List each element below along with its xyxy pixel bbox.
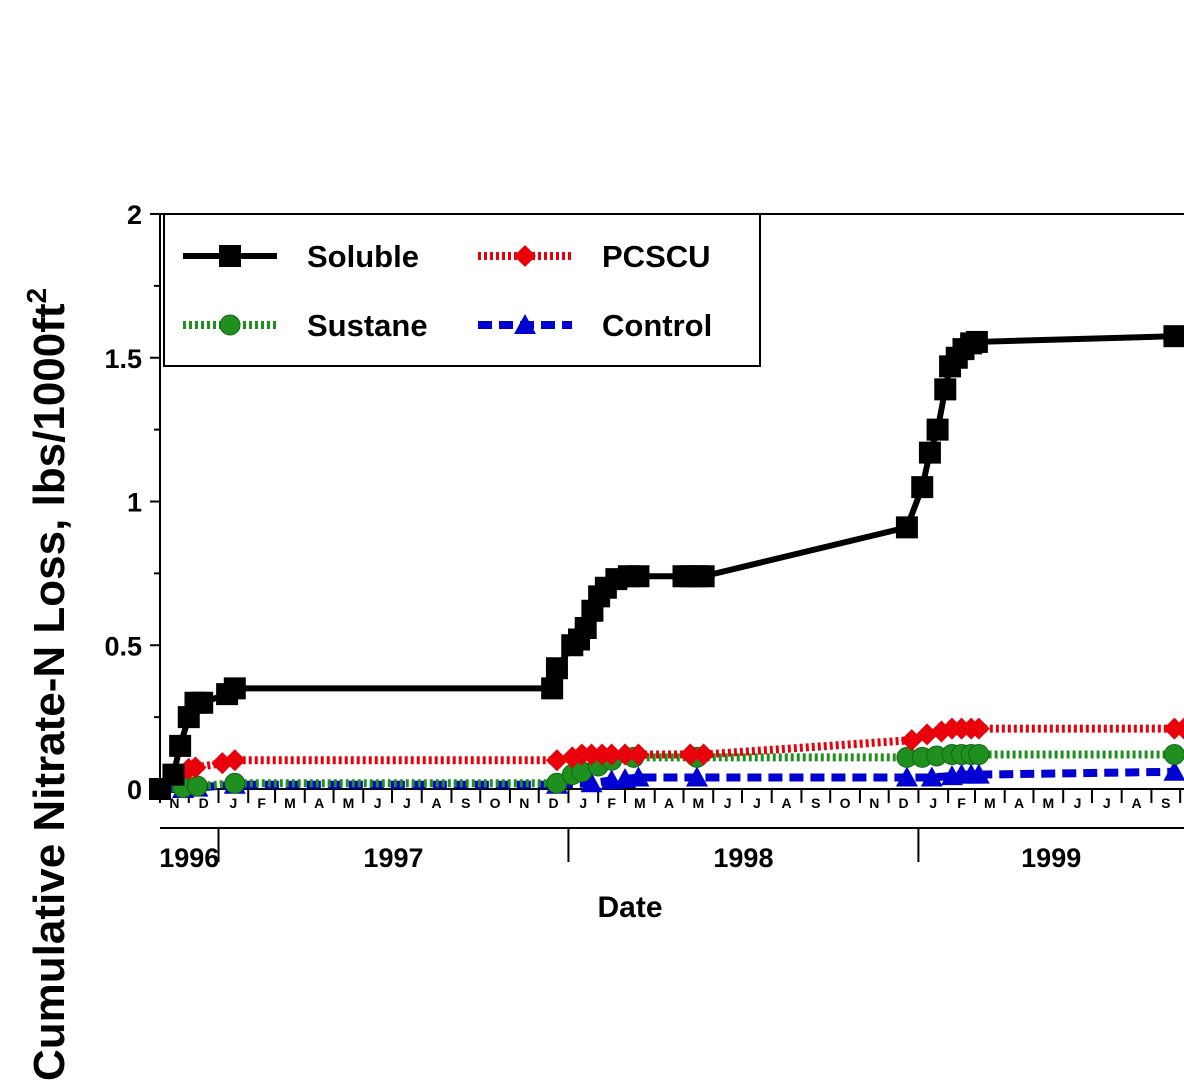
year-label: 1999 [1021, 843, 1081, 873]
data-point-soluble [934, 378, 957, 401]
x-month-label: O [840, 795, 851, 811]
x-month-label: O [490, 795, 501, 811]
legend-label-control: Control [602, 308, 712, 343]
data-point-pcscu [545, 749, 568, 772]
data-point-pcscu [614, 743, 637, 766]
data-point-control [1163, 760, 1184, 781]
x-month-label: A [1014, 795, 1024, 811]
year-label: 1998 [713, 843, 773, 873]
x-month-label: J [1103, 795, 1111, 811]
y-tick-label: 0 [127, 775, 142, 805]
data-point-pcscu [600, 743, 623, 766]
x-month-label: F [607, 795, 616, 811]
y-tick-label: 2 [127, 200, 142, 230]
x-month-label: J [403, 795, 411, 811]
legend-box [163, 213, 761, 367]
data-point-sustane [224, 772, 246, 794]
y-axis-label: Cumulative Nitrate-N Loss, lbs/1000ft2 [21, 288, 74, 1081]
x-month-label: N [519, 795, 529, 811]
y-tick-label: 1.5 [104, 344, 142, 374]
data-point-control [920, 766, 943, 787]
data-point-pcscu [967, 717, 990, 740]
year-label: 1997 [363, 843, 423, 873]
x-month-label: N [169, 795, 179, 811]
series-soluble [149, 325, 1184, 800]
data-point-soluble [918, 441, 941, 464]
legend-marker-sustane [219, 314, 241, 336]
data-point-soluble [191, 691, 214, 714]
data-point-soluble [911, 476, 934, 499]
x-month-label: M [984, 795, 996, 811]
data-point-pcscu [223, 749, 246, 772]
data-point-soluble [545, 657, 568, 680]
data-point-sustane [968, 744, 990, 765]
x-month-label: J [374, 795, 382, 811]
data-point-soluble [574, 617, 597, 639]
data-point-pcscu [184, 756, 207, 779]
x-month-label: J [229, 795, 237, 811]
data-point-soluble [926, 418, 949, 441]
x-month-label: M [693, 795, 705, 811]
data-point-control [967, 763, 990, 784]
data-point-control [627, 766, 650, 787]
data-point-pcscu [1173, 717, 1184, 740]
x-month-label: J [724, 795, 732, 811]
legend-label-soluble: Soluble [307, 239, 419, 274]
data-point-pcscu [916, 723, 939, 746]
x-month-label: F [257, 795, 266, 811]
x-month-label: N [869, 795, 879, 811]
data-point-sustane [1163, 744, 1184, 765]
x-month-label: A [664, 795, 674, 811]
series-line-soluble [157, 333, 1175, 792]
x-month-label: M [284, 795, 296, 811]
x-month-label: A [1131, 795, 1141, 811]
data-point-pcscu [679, 743, 702, 766]
x-month-label: D [898, 795, 908, 811]
data-point-control [685, 766, 708, 787]
x-month-label: M [634, 795, 646, 811]
x-month-label: J [753, 795, 761, 811]
x-month-label: S [1161, 795, 1170, 811]
x-month-label: A [782, 795, 792, 811]
data-point-control [895, 766, 918, 787]
y-tick-label: 0.5 [104, 631, 142, 661]
legend-label-pcscu: PCSCU [602, 239, 711, 274]
y-axis-label-superscript: 2 [21, 288, 52, 304]
legend-label-sustane: Sustane [307, 308, 428, 343]
data-point-soluble [965, 330, 988, 353]
data-point-soluble [627, 565, 650, 588]
x-month-label: S [811, 795, 820, 811]
x-month-label: A [432, 795, 442, 811]
legend-marker-control [514, 314, 536, 334]
data-point-soluble [1163, 325, 1184, 348]
x-month-label: J [929, 795, 937, 811]
x-month-label: J [579, 795, 587, 811]
data-point-soluble [692, 565, 715, 588]
legend-marker-pcscu [514, 245, 536, 267]
data-point-soluble [895, 516, 918, 539]
x-axis-label: Date [597, 891, 662, 924]
data-point-soluble [541, 677, 564, 700]
legend-marker-soluble [219, 245, 241, 267]
x-month-label: D [199, 795, 209, 811]
x-month-label: M [1042, 795, 1054, 811]
x-month-label: M [343, 795, 355, 811]
x-month-label: F [957, 795, 966, 811]
data-point-sustane [186, 775, 208, 797]
data-point-pcscu [692, 743, 715, 766]
data-point-soluble [223, 677, 246, 700]
data-point-soluble [169, 734, 192, 757]
x-month-label: S [461, 795, 470, 811]
series-pcscu [149, 717, 1184, 800]
data-point-soluble [162, 763, 185, 786]
data-point-pcscu [627, 743, 650, 766]
x-month-label: A [314, 795, 324, 811]
x-month-label: D [549, 795, 559, 811]
y-tick-label: 1 [127, 488, 142, 518]
year-label: 1996 [159, 843, 219, 873]
data-point-control [580, 772, 603, 793]
x-month-label: J [1074, 795, 1082, 811]
